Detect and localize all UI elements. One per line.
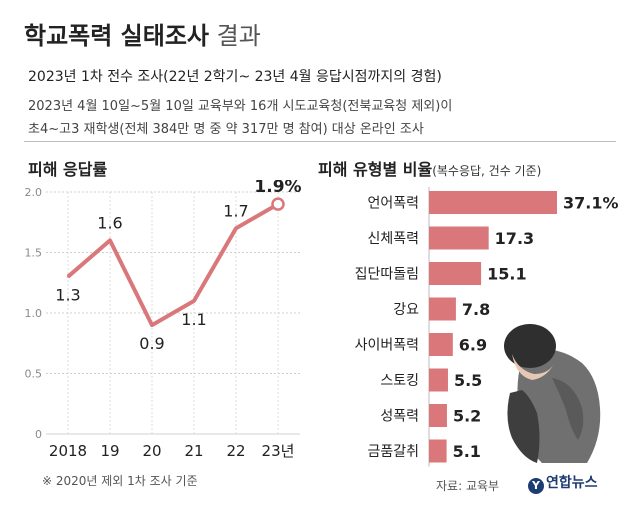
bar [429,191,557,214]
bar-value-label: 17.3 [495,229,534,248]
bar [429,439,447,463]
bar-category-label: 신체폭력 [367,231,419,247]
bar-category-label: 스토킹 [380,373,419,389]
survey-subtitle: 2023년 1차 전수 조사(22년 2학기~ 23년 4월 응답시점까지의 경… [28,69,442,85]
title-main: 학교폭력 실태조사 [24,22,209,50]
survey-description-line1: 2023년 4월 10일~5월 10일 교육부와 16개 시도교육청(전북교육청… [28,99,453,114]
line-data-label: 1.6 [97,213,122,232]
line-data-label: 1.7 [223,201,248,220]
line-chart-y-ticks: 0 0.5 1.0 1.5 2.0 [25,186,43,441]
bar-chart-title-main: 피해 유형별 비율 [318,160,433,179]
line-point [67,275,69,278]
line-chart-title: 피해 응답률 [28,160,108,179]
bar-value-label: 5.5 [454,371,482,390]
survey-description-line2: 초4~고3 재학생(전체 384만 명 중 약 317만 명 참여) 대상 온라… [28,122,424,137]
bar [429,297,456,321]
x-tick-label: 19 [100,442,119,460]
bar-category-label: 금품갈취 [367,444,419,460]
title-suffix: 결과 [216,22,261,50]
x-tick-label: 23년 [262,442,295,460]
bar-category-label: 집단따돌림 [355,267,419,283]
line-point-highlight [271,197,285,211]
bar-value-label: 5.1 [453,442,481,461]
crouching-student-illustration [504,324,601,463]
line-point [193,299,195,302]
bar-chart-title: 피해 유형별 비율(복수응답, 건수 기준) [318,156,541,180]
bar-category-label: 사이버폭력 [355,338,419,354]
bar-category-label: 성폭력 [380,409,419,425]
bar-value-label: 37.1% [563,194,619,213]
source-text: 자료: 교육부 [436,479,500,493]
logo-mark-icon: Y [528,478,544,494]
divider [24,141,616,142]
line-data-label: 1.1 [181,310,206,329]
logo-text: 연합뉴스 [546,475,598,491]
bar [429,333,453,356]
bar-value-label: 5.2 [453,407,481,426]
line-chart-data-labels: 1.3 1.6 0.9 1.1 1.7 1.9% [55,180,301,353]
x-tick-label: 2018 [49,442,87,460]
line-chart-x-ticks: 2018 19 20 21 22 23년 [49,442,295,460]
page-title: 학교폭력 실태조사 결과 [24,16,261,51]
yonhap-logo: Y 연합뉴스 [528,472,598,494]
x-tick-label: 21 [184,442,203,460]
line-series [66,202,279,328]
line-chart: 00.51.01.52.0 2018 19 20 21 22 23년 1.31.60.91… [25,180,302,460]
x-tick-label: 20 [142,442,161,460]
bar [429,368,448,392]
bar-category-label: 언어폭력 [367,196,419,212]
line-chart-grid [46,191,300,435]
y-tick-label: 0 [35,428,42,441]
line-data-label: 0.9 [139,334,164,353]
y-tick-label: 2.0 [25,186,43,199]
bar-chart-title-note: (복수응답, 건수 기준) [432,164,542,178]
bar-value-label: 7.8 [462,300,490,319]
bar-value-label: 15.1 [487,265,526,284]
bar [429,262,482,285]
y-tick-label: 0.5 [25,368,43,381]
line-point [109,239,111,242]
y-tick-label: 1.5 [25,247,43,260]
line-point [235,227,237,230]
line-point [151,324,153,327]
bar-category-label: 강요 [393,302,419,318]
footnote: ※ 2020년 제외 1차 조사 기준 [42,474,198,488]
y-tick-label: 1.0 [25,307,43,320]
line-chart-points [67,197,285,327]
bar [429,404,447,427]
x-tick-label: 22 [226,442,245,460]
bar [429,226,489,250]
line-data-label: 1.3 [55,286,80,305]
line-data-label: 1.9% [254,180,301,197]
